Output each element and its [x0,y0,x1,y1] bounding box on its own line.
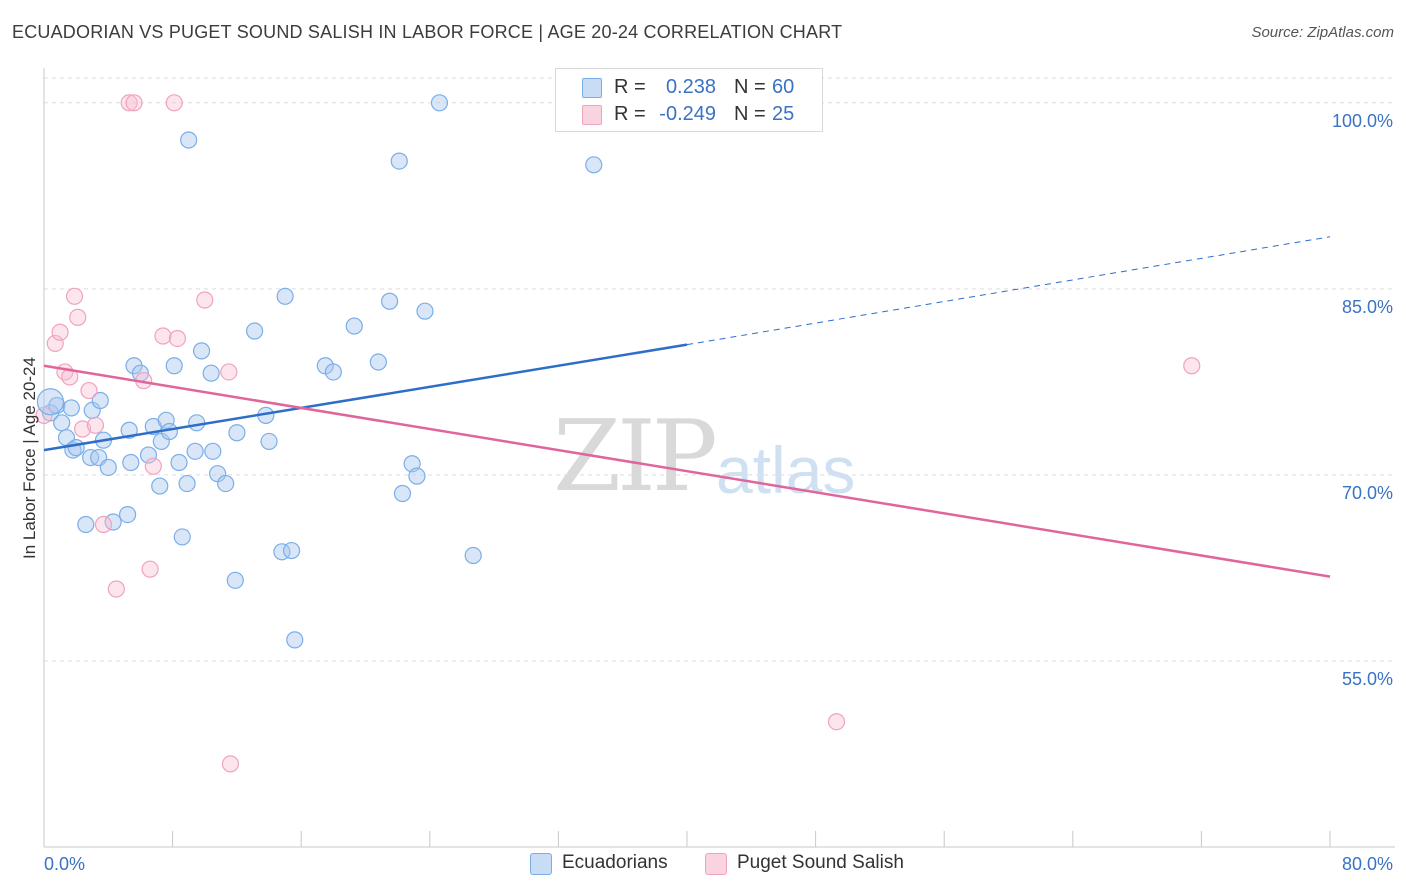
y-tick-label: 100.0% [1332,111,1393,131]
ecuadorians-point [67,439,85,457]
puget-sound-salish-point [46,334,64,353]
ecuadorians-point [390,152,408,170]
legend-row-puget-sound-salish: R = -0.249 N = 25 [556,101,822,127]
y-tick-label: 55.0% [1342,669,1393,689]
ecuadorians-point [165,357,183,375]
y-axis-label: In Labor Force | Age 20-24 [20,357,39,559]
ecuadorians-point [170,453,188,472]
ecuadorians-point [180,131,198,149]
ecuadorians-point [324,363,342,381]
legend-label-puget-sound-salish: Puget Sound Salish [737,852,904,873]
puget-sound-salish-point [107,580,125,598]
ecuadorians-point [151,477,169,495]
series-legend: Ecuadorians Puget Sound Salish [0,852,1406,876]
puget-sound-salish-point [141,560,159,578]
chart-title: ECUADORIAN VS PUGET SOUND SALISH IN LABO… [12,22,843,42]
legend-n-value: 25 [772,103,795,125]
legend-swatch-puget-sound-salish [582,105,602,125]
puget-sound-salish-point [196,291,214,309]
ecuadorians-point [245,322,264,340]
ecuadorians-point [408,467,426,485]
ecuadorians-point [430,94,449,112]
ecuadorians-point [122,453,140,472]
legend-label-ecuadorians: Ecuadorians [562,852,668,873]
x-tick-label: 0.0% [44,854,85,874]
puget-sound-salish-point [94,515,113,534]
chart-source: Source: ZipAtlas.com [1251,24,1394,41]
puget-sound-salish-point [144,457,162,475]
puget-sound-salish-point [69,308,87,326]
stats-legend: R = 0.238 N = 60 R = -0.249 N = 25 [555,68,823,132]
ecuadorians-point [36,388,65,416]
legend-r-label: R = [614,103,646,125]
ecuadorians-point [381,292,399,310]
ecuadorians-point [62,399,80,417]
puget-sound-salish-point [86,416,105,434]
ecuadorians-point [53,414,71,432]
y-tick-label: 85.0% [1342,297,1393,317]
puget-sound-salish-trend-line [43,364,1331,578]
ecuadorians-point [157,411,175,429]
ecuadorians-point [99,458,117,477]
x-tick-label: 80.0% [1342,854,1393,874]
ecuadorians-point [173,528,191,546]
puget-sound-salish-point [168,329,187,348]
legend-swatch-ecuadorians [582,78,602,98]
puget-sound-salish-point [221,755,240,773]
legend-swatch-ecuadorians [530,853,552,875]
ecuadorians-point [178,474,196,493]
y-tick-label: 70.0% [1342,483,1393,503]
legend-r-value: 0.238 [665,76,716,98]
puget-sound-salish-point [73,420,92,438]
puget-sound-salish-point [220,363,238,381]
legend-swatch-puget-sound-salish [705,853,727,875]
puget-sound-salish-point [65,287,84,305]
puget-sound-salish-point [120,94,138,112]
ecuadorians-point [282,541,301,560]
ecuadorians-point [139,446,158,464]
ecuadorians-trend-line [43,343,688,452]
ecuadorians-point [416,302,434,320]
legend-n-label: N = [734,76,766,98]
ecuadorians-point [369,353,387,371]
puget-sound-salish-point [51,323,69,341]
ecuadorians-point [345,317,363,335]
puget-sound-salish-point [125,94,143,112]
watermark-zip: ZIP [553,400,718,514]
puget-sound-salish-point [35,406,53,424]
ecuadorians-point [276,287,294,305]
ecuadorians-point [286,631,304,649]
ecuadorians-point [260,432,278,451]
puget-sound-salish-point [827,713,846,731]
ecuadorians-point [464,546,482,565]
ecuadorians-point [186,442,204,460]
ecuadorians-point [118,505,137,524]
legend-r-value: -0.249 [659,103,716,125]
puget-sound-salish-point [154,327,172,345]
ecuadorians-point [217,474,235,493]
legend-r-label: R = [614,76,646,98]
ecuadorians-point [77,515,95,534]
ecuadorians-point [393,484,412,503]
ecuadorians-point [188,414,206,432]
legend-n-value: 60 [772,76,795,98]
legend-n-label: N = [734,103,766,125]
ecuadorians-point [204,442,222,460]
puget-sound-salish-point [1183,357,1201,375]
puget-sound-salish-point [165,94,183,112]
ecuadorians-trend-extension [686,236,1331,346]
ecuadorians-point [192,342,211,360]
legend-row-ecuadorians: R = 0.238 N = 60 [556,74,822,100]
ecuadorians-point [228,424,246,442]
ecuadorians-point [91,391,109,410]
ecuadorians-point [226,571,244,589]
ecuadorians-point [585,156,603,174]
puget-sound-salish-point [80,381,98,400]
ecuadorians-point [202,364,220,382]
